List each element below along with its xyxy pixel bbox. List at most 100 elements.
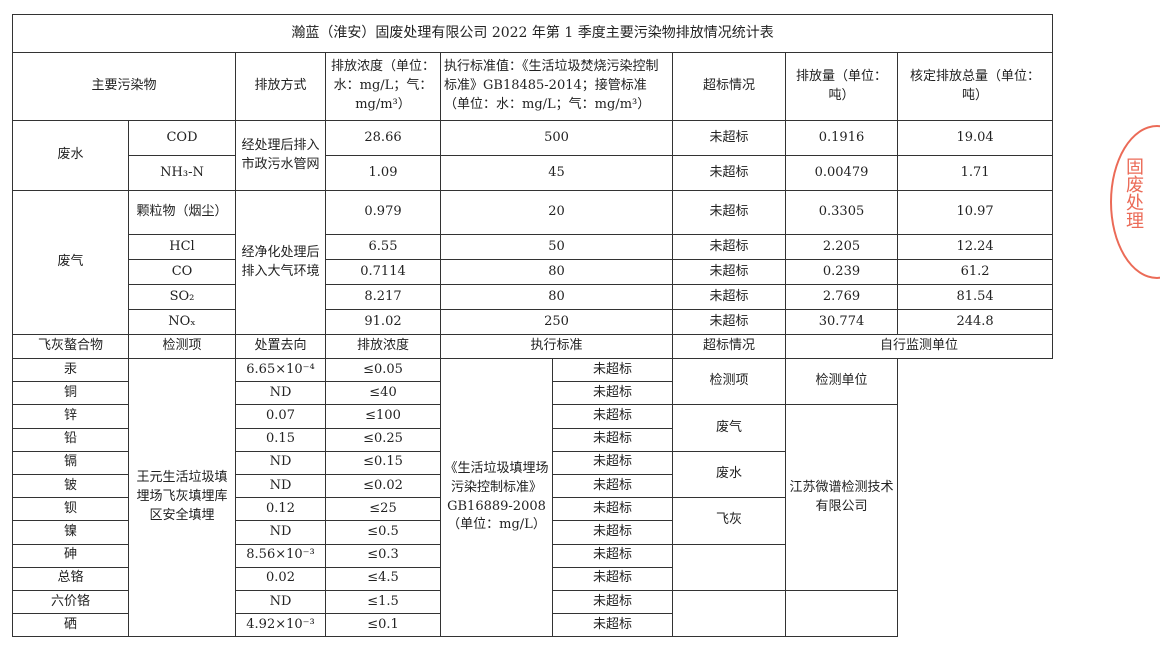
exceed-status: 未超标 xyxy=(552,473,673,499)
concentration: 1.09 xyxy=(325,155,441,191)
flyash-header-exceed: 超标情况 xyxy=(672,334,786,359)
monitor-unit: 江苏微谱检测技术有限公司 xyxy=(785,404,898,591)
amount: 2.205 xyxy=(785,234,898,260)
concentration: ND xyxy=(235,450,326,475)
concentration: ND xyxy=(235,589,326,615)
standard-value: 45 xyxy=(440,155,673,191)
exceed-status: 未超标 xyxy=(552,404,673,429)
table-row: 镍 ND ≤0.5 未超标 xyxy=(12,520,1053,545)
flyash-header-conc: 排放浓度 xyxy=(325,334,441,359)
monitor-unit-header: 检测单位 xyxy=(785,357,898,406)
limit-value: ≤0.5 xyxy=(325,520,441,545)
table-title: 瀚蓝（淮安）固废处理有限公司 2022 年第 1 季度主要污染物排放情况统计表 xyxy=(11,14,1054,53)
limit-value: ≤0.1 xyxy=(325,613,441,638)
header-standard: 执行标准值：《生活垃圾焚烧污染控制标准》GB18485-2014；接管标准（单位… xyxy=(440,52,673,121)
concentration: ND xyxy=(235,473,326,499)
discharge-method: 经净化处理后排入大气环境 xyxy=(235,190,326,335)
metal-name: 铅 xyxy=(12,427,129,452)
monitor-item: 废气 xyxy=(672,404,786,452)
monitor-item-empty xyxy=(672,543,786,591)
concentration: 91.02 xyxy=(325,309,441,335)
total: 81.54 xyxy=(896,284,1054,310)
total: 61.2 xyxy=(896,259,1054,285)
limit-value: ≤25 xyxy=(325,497,441,522)
header-total: 核定排放总量（单位：吨） xyxy=(896,52,1054,121)
concentration: 4.92×10⁻³ xyxy=(235,613,326,638)
metal-name: 六价铬 xyxy=(12,589,129,615)
pollutant-name: NOₓ xyxy=(128,309,236,335)
table-row: 硒 4.92×10⁻³ ≤0.1 未超标 xyxy=(12,613,1053,638)
concentration: 0.15 xyxy=(235,427,326,452)
pollutant-name: HCl xyxy=(128,234,236,260)
table-row: 六价铬 ND ≤1.5 未超标 xyxy=(12,589,1053,638)
amount: 0.3305 xyxy=(785,190,898,235)
exceed-status: 未超标 xyxy=(672,259,786,285)
limit-value: ≤0.02 xyxy=(325,473,441,499)
exceed-status: 未超标 xyxy=(552,497,673,522)
exceed-status: 未超标 xyxy=(552,427,673,452)
concentration: 0.12 xyxy=(235,497,326,522)
header-method: 排放方式 xyxy=(235,52,326,121)
metal-name: 铜 xyxy=(12,381,129,406)
exceed-status: 未超标 xyxy=(552,450,673,475)
concentration: ND xyxy=(235,520,326,545)
amount: 0.239 xyxy=(785,259,898,285)
pollutant-name: COD xyxy=(128,120,236,156)
limit-value: ≤4.5 xyxy=(325,566,441,591)
header-exceed: 超标情况 xyxy=(672,52,786,121)
amount: 0.1916 xyxy=(785,120,898,156)
standard-value: 250 xyxy=(440,309,673,335)
exceed-status: 未超标 xyxy=(672,309,786,335)
pollutant-name: NH₃-N xyxy=(128,155,236,191)
concentration: 6.65×10⁻⁴ xyxy=(235,357,326,383)
table-row: SO₂ 8.217 80 未超标 2.769 81.54 xyxy=(13,284,1054,310)
exceed-status: 未超标 xyxy=(672,155,786,191)
standard-value: 20 xyxy=(440,190,673,235)
total: 244.8 xyxy=(896,309,1054,335)
metal-name: 汞 xyxy=(12,357,129,383)
company-seal: 固废处理 xyxy=(1110,125,1160,279)
header-pollutant: 主要污染物 xyxy=(12,52,236,121)
amount: 0.00479 xyxy=(785,155,898,191)
table-row: 铍 ND ≤0.02 未超标 xyxy=(12,473,1053,499)
standard-value: 80 xyxy=(440,259,673,285)
category-flyash: 飞灰螯合物 xyxy=(12,334,129,359)
standard-value: 500 xyxy=(440,120,673,156)
concentration: 8.56×10⁻³ xyxy=(235,543,326,568)
concentration: 28.66 xyxy=(325,120,441,156)
header-amount: 排放量（单位：吨） xyxy=(785,52,898,121)
limit-value: ≤1.5 xyxy=(325,589,441,615)
table-row: 总铬 0.02 ≤4.5 未超标 xyxy=(12,566,1053,591)
pollutant-name: CO xyxy=(128,259,236,285)
monitor-unit-empty xyxy=(785,589,898,638)
concentration: 0.7114 xyxy=(325,259,441,285)
table-row: 汞王元生活垃圾填埋场飞灰填埋库区安全填埋 6.65×10⁻⁴ ≤0.05 《生活垃圾填… xyxy=(12,357,1053,638)
table-row: 镉 ND ≤0.15 未超标 废水 xyxy=(12,450,1053,499)
table-row: 砷 8.56×10⁻³ ≤0.3 未超标 xyxy=(12,543,1053,591)
standard-value: 80 xyxy=(440,284,673,310)
pollutant-name: 颗粒物（烟尘） xyxy=(128,190,236,235)
disposal-destination: 王元生活垃圾填埋场飞灰填埋库区安全填埋 xyxy=(128,357,236,638)
concentration: 6.55 xyxy=(325,234,441,260)
table-row: 钡 0.12 ≤25 未超标 飞灰 xyxy=(12,497,1053,545)
exceed-status: 未超标 xyxy=(552,357,673,383)
metal-name: 总铬 xyxy=(12,566,129,591)
flyash-header-item: 检测项 xyxy=(128,334,236,359)
concentration: 0.02 xyxy=(235,566,326,591)
seal-text: 固废处理 xyxy=(1123,157,1144,229)
exceed-status: 未超标 xyxy=(552,381,673,406)
exceed-status: 未超标 xyxy=(672,284,786,310)
table-row: 废气 颗粒物（烟尘） 经净化处理后排入大气环境 0.979 20 未超标 0.3305 10.… xyxy=(12,190,1054,335)
table-row: 废水 COD 经处理后排入市政污水管网 28.66 500 未超标 0.1916… xyxy=(12,120,1054,191)
monitor-item: 飞灰 xyxy=(672,497,786,545)
monitor-item: 废水 xyxy=(672,450,786,499)
table-row: NOₓ 91.02 250 未超标 30.774 244.8 xyxy=(13,309,1054,335)
pollutant-name: SO₂ xyxy=(128,284,236,310)
metal-name: 硒 xyxy=(12,613,129,638)
concentration: ND xyxy=(235,381,326,406)
exceed-status: 未超标 xyxy=(672,234,786,260)
amount: 30.774 xyxy=(785,309,898,335)
table-row: 锌 0.07 ≤100 未超标 废气 江苏微谱检测技术有限公司 xyxy=(12,404,1053,591)
exceed-status: 未超标 xyxy=(552,566,673,591)
metal-name: 镉 xyxy=(12,450,129,475)
